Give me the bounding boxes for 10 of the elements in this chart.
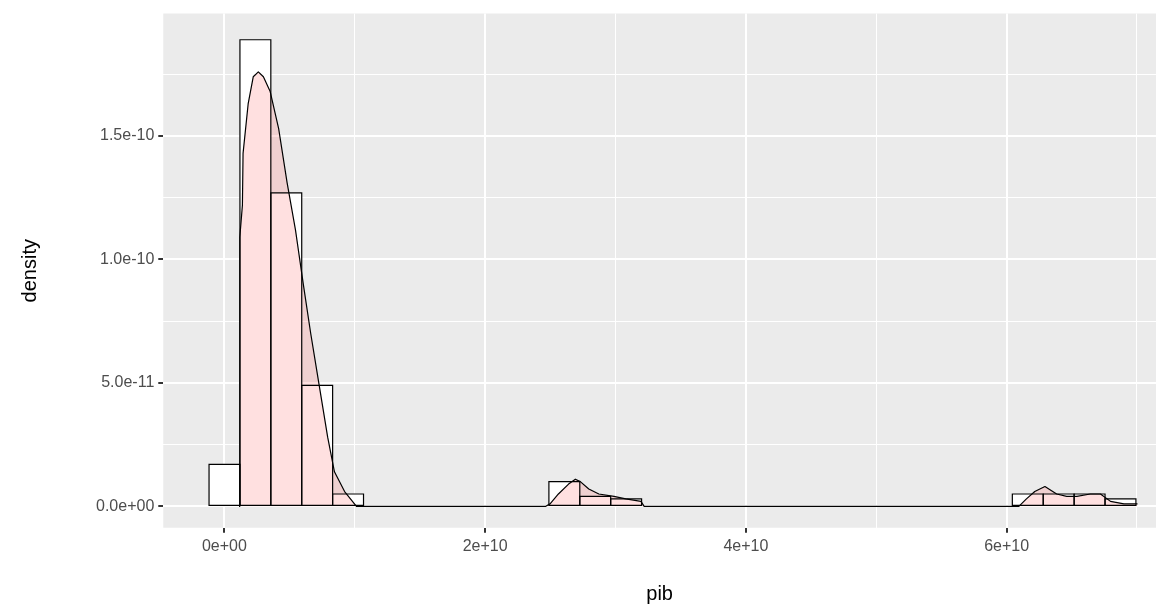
x-tick-label: 4e+10	[723, 536, 769, 554]
y-tick-label: 1.5e-10	[100, 126, 155, 144]
x-tick-label: 2e+10	[462, 536, 508, 554]
x-tick-label: 0e+00	[201, 536, 247, 554]
y-tick-label: 5.0e-11	[101, 373, 155, 391]
y-tick-label: 0.0e+00	[96, 496, 155, 514]
y-axis-title: density	[17, 239, 40, 303]
x-axis-title: pib	[646, 581, 673, 604]
x-tick-label: 6e+10	[984, 536, 1030, 554]
y-tick-label: 1.0e-10	[100, 249, 155, 267]
